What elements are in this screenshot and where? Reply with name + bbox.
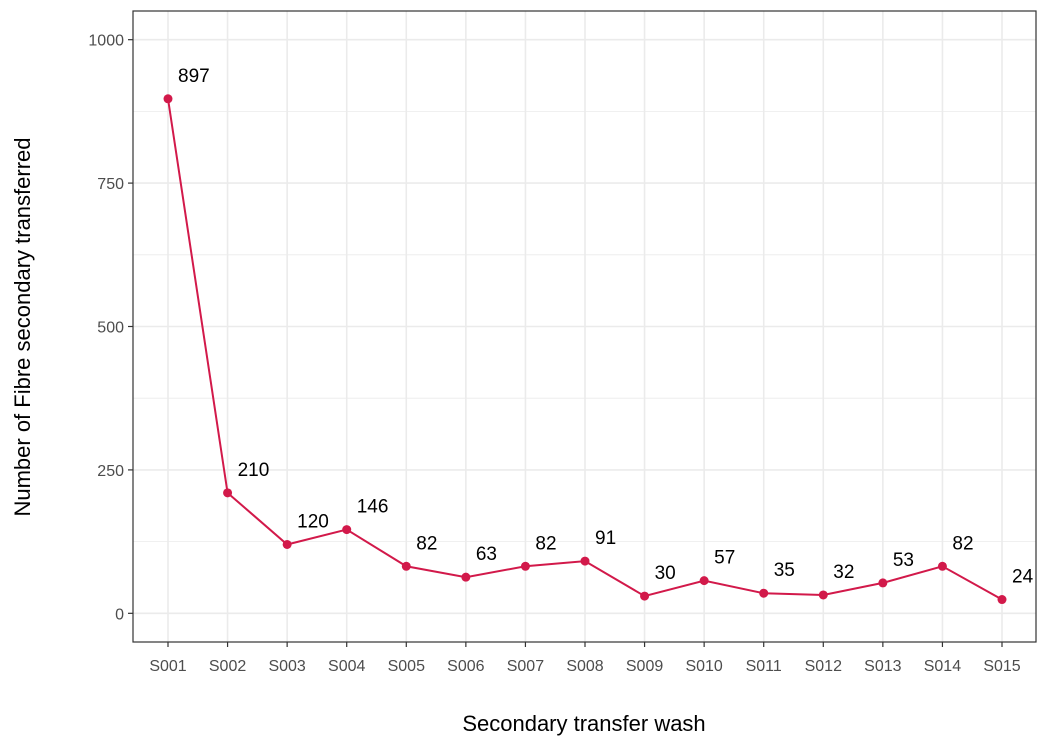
data-label: 35 [774,560,795,581]
data-point [163,94,173,104]
data-point [342,525,352,535]
y-tick-label: 1000 [88,33,124,50]
y-tick-label: 750 [97,176,124,193]
data-point [878,578,888,588]
x-tick-label: S001 [149,658,186,675]
data-point [759,588,769,598]
grid-lines [133,11,1036,642]
data-label: 57 [714,548,735,569]
data-label: 32 [833,562,854,583]
x-axis-title: Secondary transfer wash [462,711,705,736]
y-axis-title: Number of Fibre secondary transferred [10,137,35,516]
x-tick-label: S008 [566,658,603,675]
data-point [520,561,530,571]
data-label: 82 [952,533,973,554]
data-label: 91 [595,528,616,549]
x-tick-label: S010 [685,658,722,675]
data-label: 82 [416,533,437,554]
data-label: 63 [476,544,497,565]
x-tick-label: S011 [746,658,782,675]
data-label: 146 [357,497,389,518]
data-point [461,572,471,582]
x-tick-label: S003 [268,658,305,675]
data-point [640,591,650,601]
data-point [997,595,1007,605]
x-tick-label: S014 [924,658,961,675]
data-label: 24 [1012,567,1034,588]
y-tick-label: 500 [97,320,124,337]
x-tick-label: S012 [805,658,842,675]
y-tick-label: 250 [97,463,124,480]
axes: 0 250 500 750 1000 S001 S002 S003 S004 S005 S006 S0… [88,10,1037,675]
data-labels: 897 210 120 146 82 63 82 91 30 57 35 32 53 82 24 [178,66,1034,588]
y-tick-label: 0 [115,606,124,623]
data-series [163,94,1007,605]
data-point [401,561,411,571]
data-label: 82 [535,533,556,554]
data-label: 53 [893,550,914,571]
x-tick-label: S002 [209,658,246,675]
x-tick-label: S005 [388,658,425,675]
data-point [282,539,292,549]
data-label: 30 [655,563,676,584]
x-tick-label: S006 [447,658,484,675]
data-point [937,561,947,571]
data-point [699,576,709,586]
x-tick-label: S009 [626,658,663,675]
data-label: 897 [178,66,210,87]
x-tick-label: S007 [507,658,544,675]
data-label: 120 [297,511,329,532]
data-label: 210 [238,460,270,481]
data-point [818,590,828,600]
data-point [223,488,233,498]
x-tick-label: S015 [983,658,1020,675]
x-tick-label: S004 [328,658,365,675]
x-tick-label: S013 [864,658,901,675]
data-point [580,556,590,566]
